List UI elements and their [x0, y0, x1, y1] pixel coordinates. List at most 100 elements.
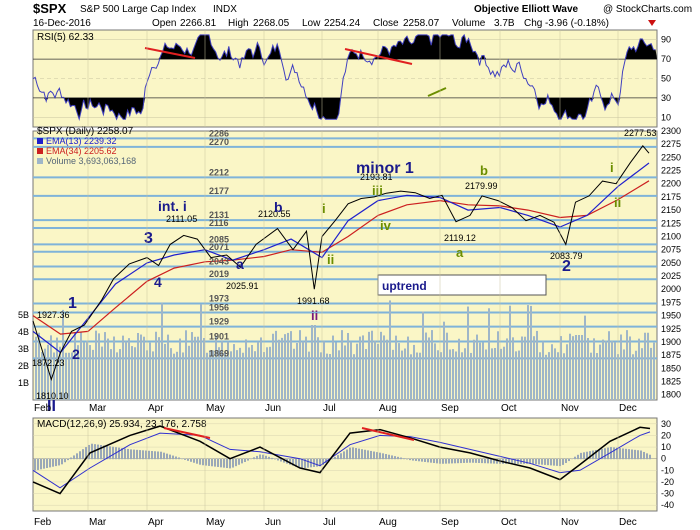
volume-bar — [440, 352, 442, 400]
price-panel: 2300 2275 2250 2225 2200 2175 2150 2125 2100 2075… — [18, 126, 681, 415]
volume-bar — [35, 336, 37, 400]
price-annotation: 2083.79 — [550, 251, 583, 261]
macd-histogram-bar — [73, 455, 75, 460]
price-annotation: 1927.36 — [37, 310, 70, 320]
macd-histogram-bar — [187, 458, 189, 461]
ohlc-low-label: Low — [302, 18, 321, 29]
price-annotation: 2119.12 — [444, 233, 476, 243]
macd-histogram-bar — [298, 458, 300, 468]
macd-histogram-bar — [490, 458, 492, 464]
macd-histogram-bar — [82, 449, 84, 460]
volume-bar — [599, 344, 601, 400]
macd-histogram-bar — [382, 453, 384, 460]
macd-histogram-bar — [580, 452, 582, 460]
macd-histogram-bar — [394, 456, 396, 460]
macd-histogram-bar — [586, 451, 588, 460]
volume-bar — [482, 342, 484, 400]
macd-tick: 10 — [661, 442, 671, 452]
ohlc-low: 2254.24 — [324, 18, 361, 29]
volume-bar — [128, 338, 130, 400]
volume-bar — [473, 339, 475, 400]
macd-histogram-bar — [433, 458, 435, 464]
support-level-label: 1956 — [209, 302, 229, 312]
volume-bar — [623, 349, 625, 400]
macd-histogram-bar — [643, 451, 645, 460]
macd-tick: 20 — [661, 430, 671, 440]
price-annotation: 2120.55 — [258, 209, 291, 219]
macd-histogram-bar — [493, 458, 495, 464]
volume-bar — [290, 331, 292, 400]
volume-tick: 5B — [18, 310, 29, 320]
macd-histogram-bar — [169, 454, 171, 460]
volume-bar — [359, 336, 361, 400]
price-line — [32, 144, 650, 382]
month-label-nov: Nov — [561, 517, 579, 528]
volume-bar — [344, 345, 346, 400]
price-annotation: 1872.23 — [32, 358, 65, 368]
volume-bar — [308, 351, 310, 400]
volume-bar — [92, 349, 94, 400]
volume-bar — [158, 337, 160, 400]
volume-bar — [581, 335, 583, 400]
volume-bar — [338, 350, 340, 400]
macd-histogram-bar — [610, 447, 612, 460]
volume-bar — [227, 341, 229, 400]
macd-histogram-bar — [475, 458, 477, 463]
macd-histogram-bar — [325, 458, 327, 464]
rsi-tick: 90 — [661, 35, 671, 45]
volume-bar — [437, 350, 439, 400]
macd-histogram-bar — [139, 450, 141, 460]
volume-bar — [296, 342, 298, 400]
volume-bar — [242, 352, 244, 400]
support-level-label: 2212 — [209, 167, 229, 177]
macd-histogram-bar — [181, 458, 183, 460]
macd-histogram-bar — [628, 449, 630, 460]
volume-bar — [371, 330, 373, 400]
volume-bar — [185, 330, 187, 400]
support-level-label: 1929 — [209, 317, 229, 327]
price-tick: 1875 — [661, 350, 681, 360]
wave-label: ii — [311, 308, 318, 323]
chart-date: 16-Dec-2016 — [33, 18, 91, 29]
macd-histogram-bar — [343, 451, 345, 460]
macd-histogram-bar — [463, 458, 465, 463]
rsi-tick: 70 — [661, 54, 671, 64]
volume-bar — [47, 344, 49, 400]
exchange: INDX — [213, 4, 237, 15]
volume-bar — [278, 339, 280, 400]
volume-bar — [398, 343, 400, 400]
volume-bar — [512, 337, 514, 400]
macd-histogram-bar — [271, 457, 273, 460]
macd-histogram-bar — [157, 451, 159, 460]
volume-tick: 3B — [18, 344, 29, 354]
volume-bar — [62, 309, 64, 400]
volume-bar — [644, 332, 646, 400]
volume-bar — [584, 315, 586, 400]
month-axis-top: Feb Mar Apr May Jun Jul Aug Sep Oct Nov Dec — [34, 30, 637, 511]
volume-bar — [500, 348, 502, 400]
month-label-jun: Jun — [265, 403, 281, 414]
volume-bar — [164, 343, 166, 400]
volume-bar — [170, 348, 172, 400]
macd-label: MACD(12,26,9) 25.934, 23.176, 2.758 — [37, 419, 207, 430]
volume-bar — [560, 336, 562, 400]
macd-histogram-bar — [43, 458, 45, 469]
price-tick: 1900 — [661, 337, 681, 347]
volume-bar — [452, 349, 454, 400]
volume-bar — [350, 341, 352, 400]
volume-bar — [458, 338, 460, 400]
volume-bar — [590, 352, 592, 400]
macd-histogram-bar — [577, 454, 579, 460]
legend-swatch — [37, 148, 43, 154]
volume-bar — [173, 353, 175, 400]
price-tick: 2225 — [661, 166, 681, 176]
macd-histogram-bar — [49, 458, 51, 468]
volume-bar — [206, 352, 208, 400]
macd-histogram-bar — [94, 444, 96, 460]
volume-bar — [59, 346, 61, 400]
macd-histogram-bar — [466, 458, 468, 463]
wave-label: 1 — [68, 295, 77, 312]
macd-histogram-bar — [220, 458, 222, 468]
macd-histogram-bar — [163, 452, 165, 460]
volume-tick: 4B — [18, 327, 29, 337]
